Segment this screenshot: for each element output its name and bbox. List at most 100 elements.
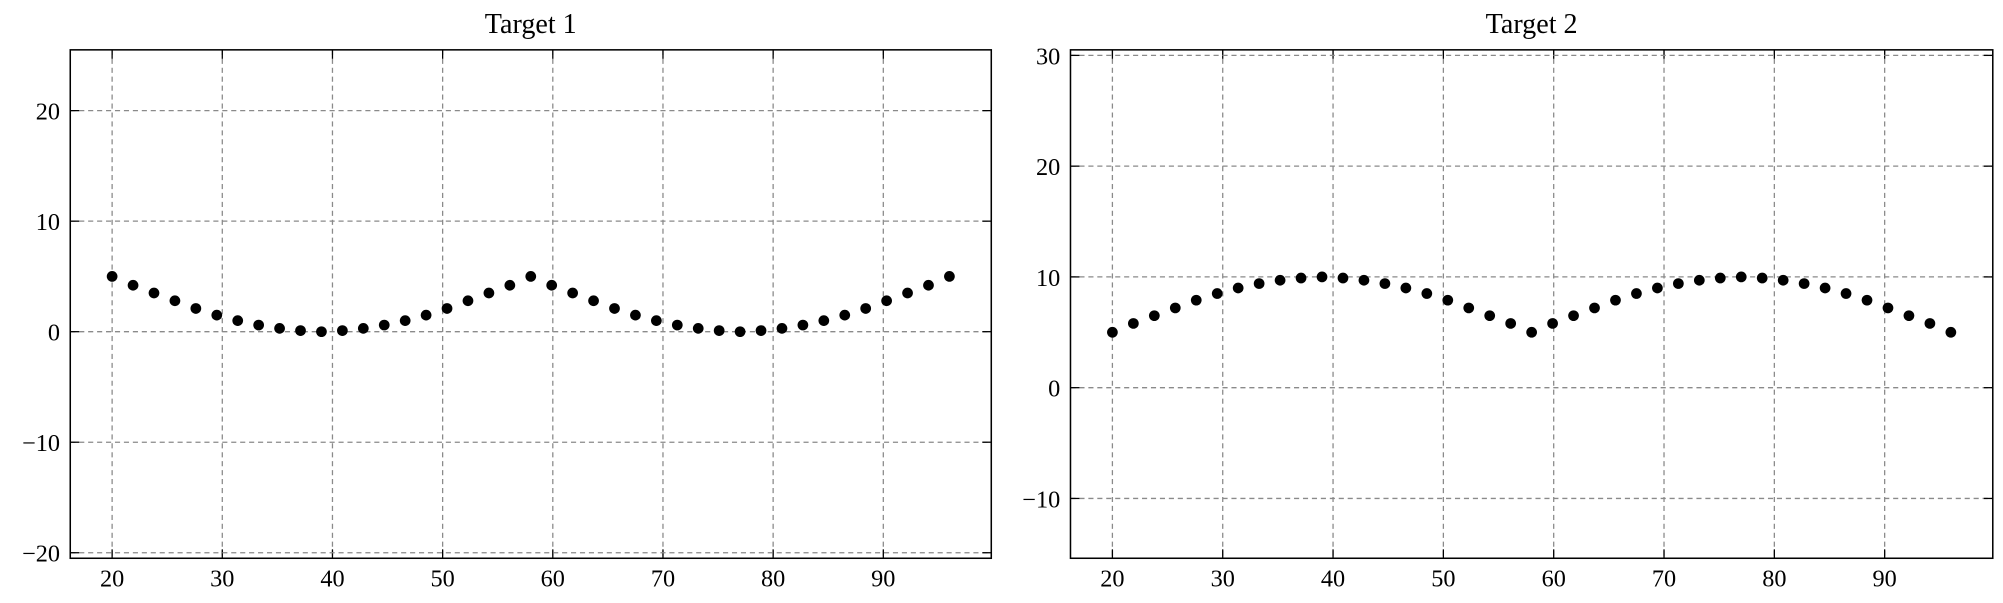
point [1190, 294, 1202, 306]
x-tick-label: 80 [761, 565, 785, 592]
point [357, 323, 369, 334]
point [1232, 282, 1244, 294]
point [462, 295, 474, 307]
point [1316, 271, 1328, 283]
point [1945, 326, 1957, 338]
point [127, 279, 139, 291]
y-tick-label: 10 [1036, 265, 1060, 292]
point [1463, 302, 1475, 314]
point [441, 303, 453, 314]
point [1295, 272, 1307, 284]
point [211, 309, 223, 321]
point [1400, 282, 1412, 294]
x-tick-label: 20 [100, 565, 124, 592]
point [420, 309, 432, 321]
point [504, 279, 516, 291]
y-tick-label: −10 [1022, 486, 1060, 513]
point [1631, 288, 1642, 299]
point [567, 287, 578, 299]
plot-frame [69, 49, 993, 560]
point [776, 323, 788, 334]
y-tick-label: −10 [22, 430, 60, 457]
point [1819, 282, 1831, 294]
point [630, 309, 641, 321]
point [1484, 310, 1496, 322]
point [902, 287, 913, 299]
point [588, 295, 599, 307]
point [337, 325, 348, 336]
point [692, 323, 704, 334]
x-tick-label: 30 [210, 565, 234, 592]
point [1169, 302, 1181, 314]
point [860, 303, 872, 314]
x-tick-label: 40 [320, 565, 344, 592]
point [818, 315, 830, 326]
point [1903, 310, 1915, 322]
point [148, 287, 160, 299]
y-tick-label: 20 [36, 99, 60, 126]
point [169, 295, 181, 307]
x-tick-label: 50 [1431, 565, 1455, 592]
point [1358, 274, 1370, 286]
chart-title: Target 2 [1486, 9, 1578, 40]
point [1882, 302, 1894, 314]
point [671, 319, 683, 331]
point [1421, 288, 1433, 299]
point [1526, 326, 1537, 338]
point [1652, 282, 1663, 294]
y-tick-label: 10 [36, 209, 60, 236]
point [1672, 278, 1684, 289]
point [546, 279, 558, 291]
point [1756, 272, 1768, 284]
x-tick-label: 30 [1211, 565, 1235, 592]
point [755, 325, 767, 336]
point [232, 315, 244, 326]
point [1735, 271, 1747, 283]
x-tick-label: 90 [871, 565, 895, 592]
point [797, 319, 809, 331]
point [1127, 318, 1139, 329]
point [378, 319, 390, 331]
point [713, 325, 725, 336]
y-tick-label: 20 [1036, 154, 1060, 181]
point [734, 326, 746, 338]
x-tick-label: 60 [541, 565, 565, 592]
point [316, 326, 327, 338]
point [295, 325, 306, 336]
x-tick-label: 80 [1762, 565, 1786, 592]
y-tick-label: 30 [1036, 43, 1060, 70]
point [1274, 274, 1286, 286]
point [839, 309, 851, 321]
point [483, 287, 495, 299]
point [1379, 278, 1391, 289]
point [881, 295, 892, 307]
point [399, 315, 411, 326]
x-tick-label: 20 [1100, 565, 1124, 592]
point [1714, 272, 1726, 284]
point [1589, 302, 1600, 314]
point [1798, 278, 1810, 289]
point [274, 323, 285, 334]
point [1610, 294, 1621, 306]
point [1148, 310, 1160, 322]
point [1337, 272, 1349, 284]
point [1840, 288, 1852, 299]
y-tick-label: −20 [22, 541, 60, 568]
point [1547, 318, 1558, 329]
point [650, 315, 662, 326]
point [923, 279, 934, 291]
chart-title: Target 1 [485, 9, 577, 40]
point [253, 319, 265, 331]
x-tick-label: 90 [1873, 565, 1897, 592]
plot-frame [1069, 49, 1994, 560]
x-tick-label: 70 [651, 565, 675, 592]
y-tick-label: 0 [1048, 376, 1060, 403]
point [1211, 288, 1223, 299]
point [1505, 318, 1517, 329]
point [525, 271, 537, 282]
point [1777, 274, 1789, 286]
point [106, 271, 118, 282]
point [1924, 318, 1936, 329]
